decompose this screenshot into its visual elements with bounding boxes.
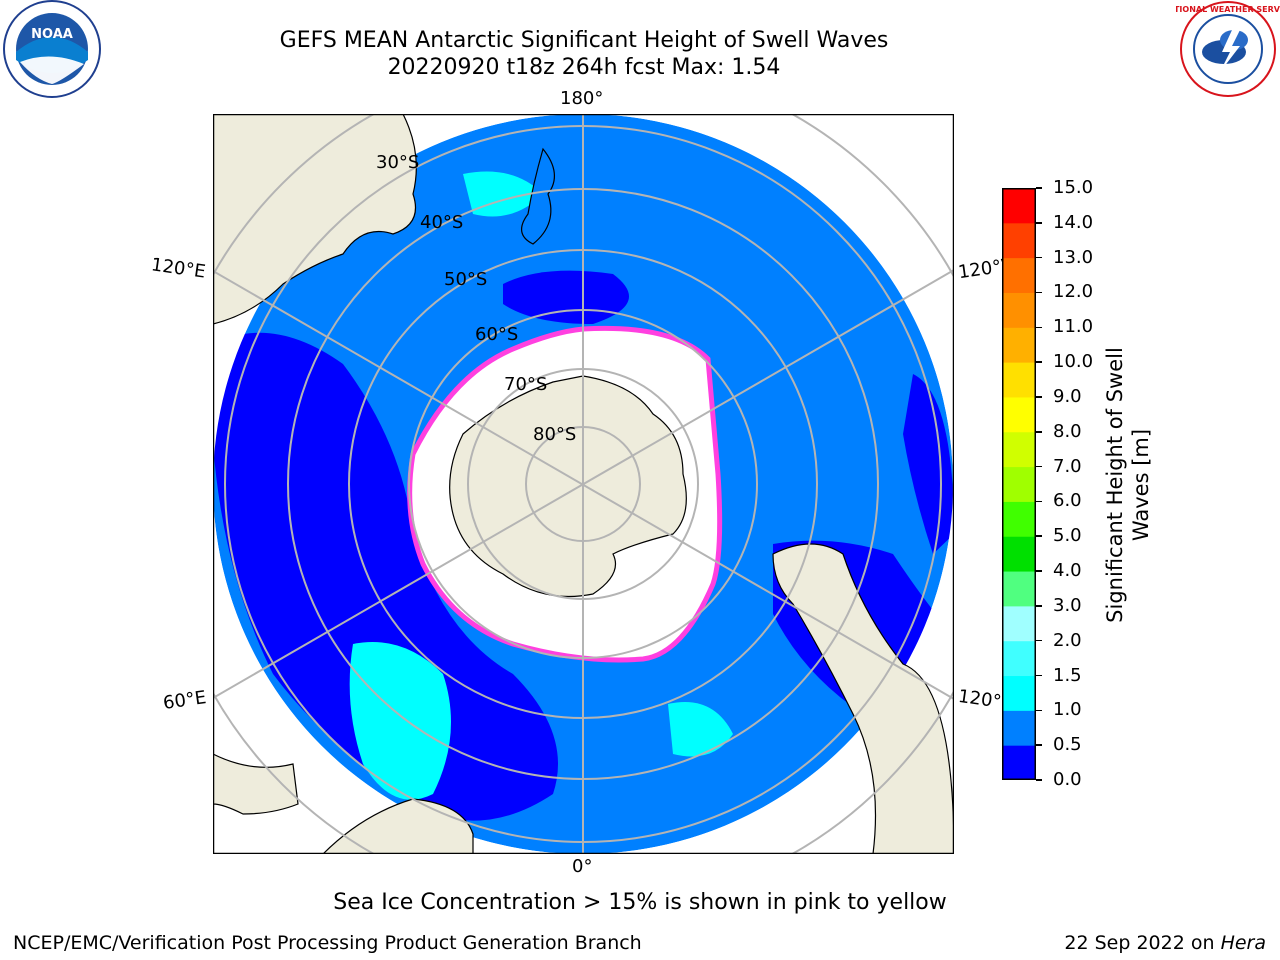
colorbar-tick-label: 11.0	[1053, 316, 1094, 338]
footer-branch: NCEP/EMC/Verification Post Processing Pr…	[13, 932, 642, 954]
colorbar-tick-mark	[1036, 779, 1042, 781]
colorbar-segment	[1002, 466, 1036, 502]
colorbar-tick-label: 0.0	[1053, 769, 1082, 790]
colorbar-tick-mark	[1036, 570, 1042, 572]
colorbar-segment	[1002, 431, 1036, 468]
colorbar-tick-mark	[1036, 187, 1042, 189]
high-swell-patch-indian	[349, 642, 451, 800]
colorbar-frame	[1002, 188, 1036, 780]
noaa-logo: NOAA	[0, 0, 104, 100]
colorbar	[1002, 188, 1036, 781]
map-frame	[212, 113, 955, 855]
colorbar-segment	[1002, 710, 1036, 746]
colorbar-label-text: Significant Height of Swell Waves [m]	[1103, 347, 1153, 623]
colorbar-tick-label: 0.5	[1053, 734, 1082, 756]
colorbar-tick-label: 1.0	[1053, 699, 1082, 721]
lon-label-180: 180°	[560, 88, 604, 109]
colorbar-tick-mark	[1036, 500, 1042, 503]
colorbar-segment	[1002, 292, 1036, 328]
colorbar-tick-label: 13.0	[1053, 246, 1094, 268]
colorbar-tick-label: 1.5	[1053, 664, 1082, 686]
high-swell-patch-tasman	[463, 171, 543, 217]
colorbar-tick-label: 10.0	[1053, 351, 1094, 373]
colorbar-segment	[1002, 571, 1036, 607]
footer-machine: Hera	[1220, 932, 1266, 954]
colorbar-tick-label: 6.0	[1053, 490, 1082, 512]
low-swell-region-northeast	[903, 374, 954, 554]
madagascar-land	[213, 753, 299, 815]
colorbar-tick-mark	[1036, 396, 1042, 398]
colorbar-segment	[1002, 222, 1036, 259]
colorbar-tick-mark	[1036, 361, 1042, 363]
colorbar-tick-label: 12.0	[1053, 281, 1094, 303]
noaa-logo-icon: NOAA	[3, 0, 101, 98]
lon-label-120e: 120°E	[149, 254, 207, 283]
colorbar-segment	[1002, 745, 1036, 781]
new-zealand-land	[521, 147, 555, 245]
low-swell-region-west	[213, 332, 558, 821]
colorbar-tick-label: 15.0	[1053, 177, 1094, 198]
colorbar-tick-mark	[1036, 744, 1042, 746]
lat-label-60s: 60°S	[475, 324, 519, 345]
graticule	[213, 114, 954, 854]
high-swell-patch-atlantic	[668, 702, 733, 757]
sea-ice-note: Sea Ice Concentration > 15% is shown in …	[333, 890, 947, 915]
colorbar-tick-label: 9.0	[1053, 385, 1082, 407]
colorbar-tick-mark	[1036, 535, 1042, 537]
colorbar-segment	[1002, 640, 1036, 677]
national-weather-service-logo-icon: NATIONAL WEATHER SERVICE	[1162, 1, 1280, 97]
noaa-logo-text: NOAA	[31, 27, 73, 42]
colorbar-tick-label: 3.0	[1053, 594, 1082, 616]
colorbar-segment	[1002, 536, 1036, 572]
colorbar-tick-label: 14.0	[1053, 211, 1094, 233]
colorbar-tick-mark	[1036, 291, 1042, 294]
colorbar-segment	[1002, 501, 1036, 537]
lat-label-40s: 40°S	[420, 212, 464, 233]
colorbar-tick-mark	[1036, 326, 1042, 329]
colorbar-tick-mark	[1036, 639, 1042, 642]
footer-date-text: 22 Sep 2022 on	[1064, 932, 1221, 954]
australia-land	[213, 114, 417, 325]
lat-label-30s: 30°S	[376, 152, 420, 173]
colorbar-tick-mark	[1036, 222, 1042, 224]
footer-date: 22 Sep 2022 on Hera	[1064, 932, 1266, 954]
antarctica-land	[449, 375, 687, 598]
nws-logo: NATIONAL WEATHER SERVICE	[1162, 0, 1280, 100]
colorbar-tick-label: 7.0	[1053, 455, 1082, 477]
colorbar-segment	[1002, 396, 1036, 433]
colorbar-tick-label: 5.0	[1053, 525, 1082, 547]
colorbar-tick-label: 8.0	[1053, 420, 1082, 442]
lat-label-80s: 80°S	[533, 424, 577, 445]
colorbar-segment	[1002, 257, 1036, 293]
colorbar-tick-mark	[1036, 256, 1042, 259]
lon-label-0: 0°	[572, 856, 593, 877]
polar-map-canvas	[212, 113, 955, 855]
nws-logo-text: NATIONAL WEATHER SERVICE	[1176, 5, 1280, 14]
colorbar-tick-mark	[1036, 431, 1042, 433]
colorbar-segment	[1002, 362, 1036, 398]
lat-label-70s: 70°S	[504, 374, 548, 395]
polar-map	[212, 113, 955, 855]
colorbar-tick-mark	[1036, 465, 1042, 468]
colorbar-segment	[1002, 327, 1036, 363]
colorbar-tick-mark	[1036, 674, 1042, 677]
colorbar-segment	[1002, 188, 1036, 224]
chart-subtitle: 20220920 t18z 264h fcst Max: 1.54	[387, 55, 781, 80]
colorbar-tick-label: 4.0	[1053, 560, 1082, 582]
colorbar-tick-label: 2.0	[1053, 629, 1082, 651]
chart-title: GEFS MEAN Antarctic Significant Height o…	[279, 28, 889, 53]
colorbar-scale	[1002, 188, 1036, 781]
colorbar-segment	[1002, 605, 1036, 642]
lat-label-50s: 50°S	[444, 269, 488, 290]
colorbar-segment	[1002, 675, 1036, 711]
colorbar-tick-mark	[1036, 709, 1042, 712]
lon-label-60e: 60°E	[161, 687, 208, 714]
colorbar-tick-mark	[1036, 605, 1042, 607]
